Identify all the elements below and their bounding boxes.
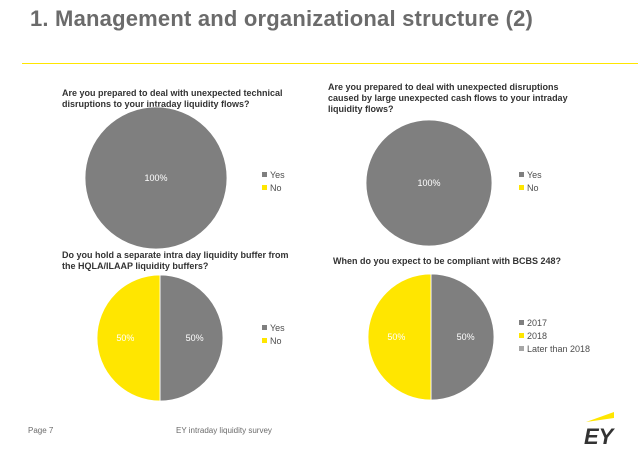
legend-swatch [262,338,267,343]
legend-entry: No [519,181,542,194]
legend-entry: Later than 2018 [519,342,590,355]
chart-title: Are you prepared to deal with unexpected… [328,82,568,114]
data-label: 50% [116,333,134,343]
data-label: 100% [417,178,440,188]
data-label: 50% [186,333,204,343]
legend-swatch [519,346,524,351]
chart-legend: 2017 2018 Later than 2018 [519,316,590,355]
pie-slice-2018 [367,273,432,401]
legend-label: No [270,335,282,346]
chart-legend: Yes No [262,168,285,194]
ey-logo: EY [584,412,616,446]
legend-label: Yes [527,169,542,180]
legend-label: 2018 [527,330,548,341]
slide-title: 1. Management and organizational structu… [30,6,534,31]
chart-legend: Yes No [262,321,285,347]
pie-slice-no [96,274,161,402]
legend-entry: Yes [262,168,285,181]
legend-swatch [519,320,524,325]
legend-label: 2017 [527,317,548,328]
legend-swatch [262,185,267,190]
legend-swatch [262,325,267,330]
legend-label: No [527,182,539,193]
title-rule [22,63,638,64]
legend-swatch [519,172,524,177]
legend-label: Later than 2018 [527,343,591,354]
legend-label: Yes [270,169,285,180]
legend-label: Yes [270,322,285,333]
pie-slice-yes [159,274,224,402]
legend-entry: Yes [262,321,285,334]
legend-label: No [270,182,282,193]
legend-entry: Yes [519,168,542,181]
legend-swatch [519,333,524,338]
legend-swatch [519,185,524,190]
chart-title: When do you expect to be compliant with … [333,256,562,266]
chart-title: Are you prepared to deal with unexpected… [62,88,283,109]
legend-entry: No [262,181,285,194]
chart-legend: Yes No [519,168,542,194]
legend-entry: No [262,334,285,347]
chart-title: Do you hold a separate intra day liquidi… [62,250,289,271]
pie-slice-2017 [430,273,495,401]
legend-entry: 2017 [519,316,590,329]
legend-swatch [262,172,267,177]
footer-survey-name: EY intraday liquidity survey [176,426,272,435]
pie-slice-yes [365,119,493,247]
svg-text:EY: EY [584,424,616,446]
page-number: Page 7 [28,426,54,435]
pie-slice-yes [84,106,228,250]
legend-entry: 2018 [519,329,590,342]
data-label: 50% [387,332,405,342]
data-label: 100% [144,173,167,183]
data-label: 50% [457,332,475,342]
